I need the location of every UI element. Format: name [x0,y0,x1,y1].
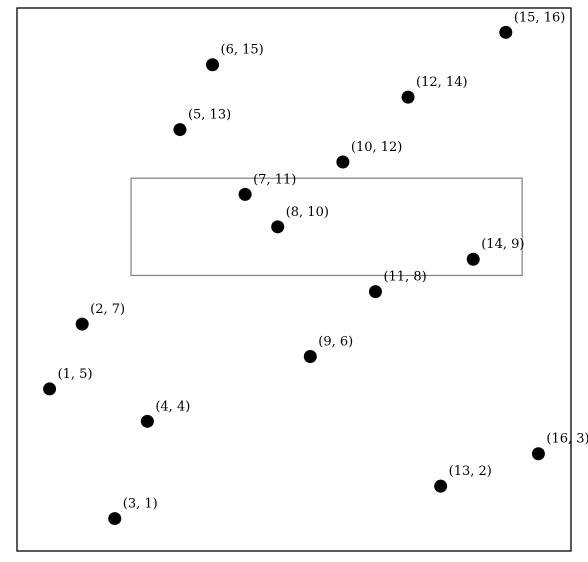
data-point [401,90,415,104]
data-point [368,285,382,299]
data-point-label: (6, 15) [221,43,264,58]
data-point [303,349,317,363]
data-point-label: (12, 14) [416,75,468,90]
data-point [336,155,350,169]
data-point [75,317,89,331]
data-point-label: (1, 5) [58,367,93,382]
data-point-label: (16, 3) [546,432,588,447]
data-point-label: (10, 12) [351,140,403,155]
data-point [466,252,480,266]
plot-frame [16,7,572,552]
query-rectangle [130,177,523,277]
data-point [140,414,154,428]
data-point-label: (5, 13) [188,108,231,123]
data-point [206,58,220,72]
data-point [108,512,122,526]
data-point [238,187,252,201]
data-point-label: (11, 8) [383,270,426,285]
data-point-label: (3, 1) [123,497,158,512]
data-point [173,123,187,137]
points-layer [43,25,545,526]
data-point-label: (7, 11) [253,172,296,187]
data-point-label: (9, 6) [318,334,353,349]
data-point-label: (4, 4) [155,399,190,414]
data-point-label: (15, 16) [514,10,566,25]
data-point [271,220,285,234]
query-rectangle-layer [130,177,523,277]
data-point [531,447,545,461]
data-point [434,479,448,493]
data-point-label: (13, 2) [449,464,492,479]
data-point [499,25,513,39]
data-point-label: (8, 10) [286,205,329,220]
data-point-label: (2, 7) [90,302,125,317]
labels-layer: (1, 5) (2, 7) (3, 1) (4, 4) (5, 13) (6, 15) (7… [58,10,588,511]
data-point-label: (14, 9) [481,237,524,252]
data-point [43,382,57,396]
